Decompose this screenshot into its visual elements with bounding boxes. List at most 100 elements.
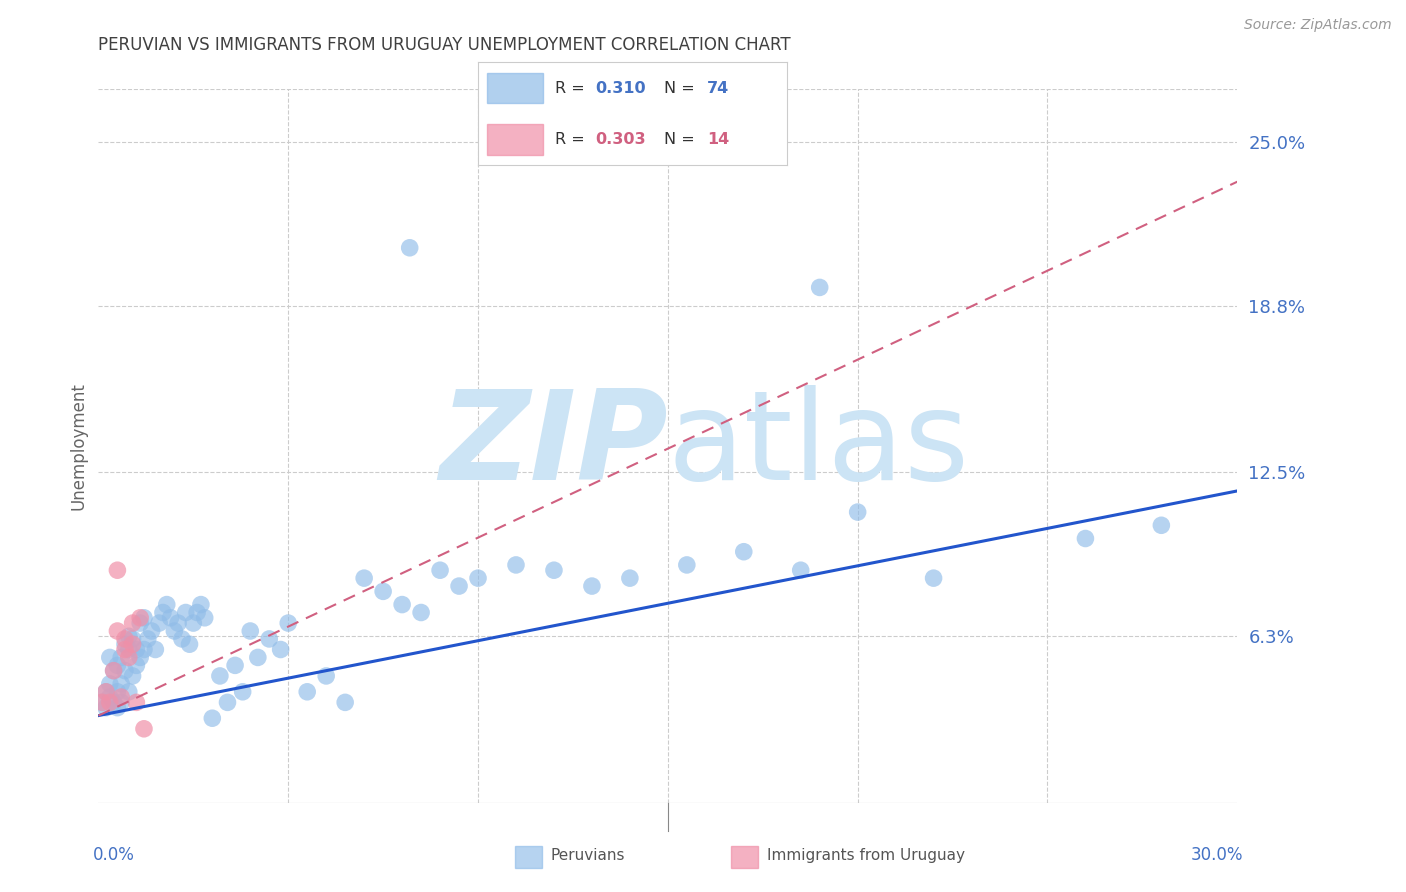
Point [103, 695, 125, 709]
Y-axis label: Unemployment: Unemployment [69, 382, 87, 510]
Text: Peruvians: Peruvians [551, 848, 626, 863]
Point [98, 690, 121, 704]
Text: Source: ZipAtlas.com: Source: ZipAtlas.com [1244, 18, 1392, 32]
Text: 14: 14 [707, 132, 730, 147]
Text: 0.310: 0.310 [596, 80, 647, 95]
Point [110, 650, 132, 665]
Point [270, 642, 292, 657]
Point [94, 700, 117, 714]
Point [145, 642, 167, 657]
Point [315, 669, 337, 683]
Point [125, 658, 148, 673]
Point [107, 658, 129, 673]
Text: PERUVIAN VS IMMIGRANTS FROM URUGUAY UNEMPLOYMENT CORRELATION CHART: PERUVIAN VS IMMIGRANTS FROM URUGUAY UNEM… [98, 36, 792, 54]
Text: 30.0%: 30.0% [1191, 846, 1243, 863]
Point [121, 637, 143, 651]
Point [239, 624, 262, 638]
Point [391, 598, 413, 612]
Point [922, 571, 945, 585]
Point [91, 695, 114, 709]
Text: N =: N = [664, 132, 700, 147]
Point [132, 611, 155, 625]
Point [118, 650, 141, 665]
Point [1074, 532, 1097, 546]
Bar [515, 846, 541, 868]
Text: Immigrants from Uruguay: Immigrants from Uruguay [766, 848, 965, 863]
Point [136, 632, 159, 646]
Point [118, 642, 141, 657]
Point [170, 632, 193, 646]
Point [107, 685, 129, 699]
Point [91, 695, 114, 709]
Point [121, 669, 143, 683]
Point [156, 598, 179, 612]
Point [114, 637, 136, 651]
Point [114, 664, 136, 678]
Point [467, 571, 489, 585]
Point [167, 616, 190, 631]
Point [159, 611, 181, 625]
Point [846, 505, 869, 519]
Point [297, 685, 319, 699]
Text: 0.0%: 0.0% [93, 846, 135, 863]
Point [121, 616, 143, 631]
Point [110, 677, 132, 691]
Text: ZIP: ZIP [439, 385, 668, 507]
Point [429, 563, 451, 577]
Point [190, 598, 212, 612]
Point [129, 650, 152, 665]
Point [125, 642, 148, 657]
Point [114, 642, 136, 657]
Point [201, 711, 224, 725]
Point [194, 611, 217, 625]
Point [505, 558, 527, 572]
Point [141, 624, 163, 638]
Point [125, 695, 148, 709]
Text: 74: 74 [707, 80, 730, 95]
Text: N =: N = [664, 80, 700, 95]
Point [148, 616, 170, 631]
Point [94, 685, 117, 699]
Text: R =: R = [555, 132, 591, 147]
Point [107, 700, 129, 714]
Text: 0.303: 0.303 [596, 132, 647, 147]
Point [110, 695, 132, 709]
Point [121, 632, 143, 646]
Point [98, 677, 121, 691]
Point [179, 637, 201, 651]
Point [114, 632, 136, 646]
Point [246, 650, 269, 665]
Point [163, 624, 186, 638]
Point [259, 632, 281, 646]
Point [129, 616, 152, 631]
Point [118, 685, 141, 699]
Point [132, 642, 155, 657]
Point [103, 664, 125, 678]
Point [183, 616, 205, 631]
Bar [488, 124, 543, 155]
Text: R =: R = [555, 80, 591, 95]
Point [94, 685, 117, 699]
Point [232, 685, 254, 699]
Point [186, 606, 208, 620]
Point [277, 616, 299, 631]
Point [676, 558, 699, 572]
Point [1150, 518, 1173, 533]
Point [335, 695, 357, 709]
Text: atlas: atlas [668, 385, 970, 507]
Point [98, 650, 121, 665]
Point [353, 571, 375, 585]
Point [107, 563, 129, 577]
Point [110, 690, 132, 704]
Point [581, 579, 603, 593]
Point [224, 658, 246, 673]
Bar [731, 846, 758, 868]
Point [107, 624, 129, 638]
Point [118, 629, 141, 643]
Point [174, 606, 197, 620]
Bar [488, 73, 543, 103]
Point [152, 606, 174, 620]
Point [98, 695, 121, 709]
Point [398, 241, 420, 255]
Point [371, 584, 394, 599]
